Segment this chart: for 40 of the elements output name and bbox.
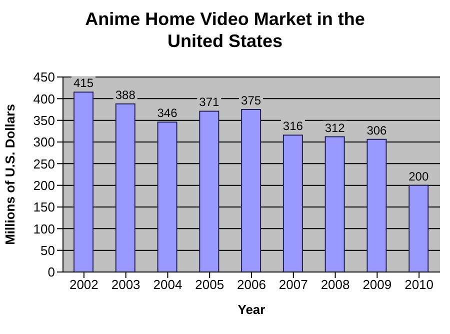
y-tick-label: 150 bbox=[33, 200, 55, 215]
x-axis-title: Year bbox=[238, 302, 266, 317]
x-tick-label: 2008 bbox=[320, 277, 350, 292]
x-tick-label: 2003 bbox=[111, 277, 140, 292]
data-label: 306 bbox=[366, 123, 388, 138]
data-label: 388 bbox=[115, 88, 136, 102]
bar bbox=[241, 109, 262, 272]
y-tick-label: 400 bbox=[33, 91, 55, 106]
bar bbox=[366, 138, 387, 272]
data-label: 346 bbox=[157, 106, 178, 120]
data-label: 316 bbox=[282, 119, 304, 134]
x-tick-label: 2007 bbox=[278, 277, 308, 292]
data-label: 312 bbox=[324, 120, 346, 135]
data-label: 415 bbox=[73, 76, 94, 90]
bar bbox=[74, 92, 94, 272]
y-tick-label: 300 bbox=[33, 134, 55, 150]
data-label: 200 bbox=[408, 169, 429, 184]
y-tick-label: 100 bbox=[33, 221, 55, 236]
x-tick-label: 2009 bbox=[362, 277, 392, 292]
x-tick-label: 2002 bbox=[69, 277, 98, 292]
x-tick-label: 2006 bbox=[237, 277, 266, 292]
y-tick-label: 250 bbox=[33, 156, 55, 172]
y-tick-label: 50 bbox=[40, 242, 55, 258]
x-tick-label: 2005 bbox=[195, 277, 224, 292]
y-tick-label: 450 bbox=[33, 70, 55, 85]
bar bbox=[115, 103, 136, 272]
bar bbox=[282, 134, 303, 272]
data-label: 375 bbox=[241, 94, 262, 108]
y-tick-label: 200 bbox=[33, 178, 55, 193]
bar bbox=[157, 122, 178, 272]
bar bbox=[324, 136, 345, 272]
y-axis-title: Millions of U.S. Dollars bbox=[2, 104, 18, 245]
bar bbox=[408, 184, 429, 272]
chart-title: Anime Home Video Market in the United States bbox=[84, 8, 366, 52]
bar bbox=[199, 110, 220, 272]
y-tick-label: 350 bbox=[33, 112, 55, 128]
x-tick-label: 2004 bbox=[153, 277, 182, 292]
x-tick-label: 2010 bbox=[404, 277, 434, 292]
y-tick-label: 0 bbox=[48, 264, 55, 280]
data-label: 371 bbox=[199, 95, 220, 110]
